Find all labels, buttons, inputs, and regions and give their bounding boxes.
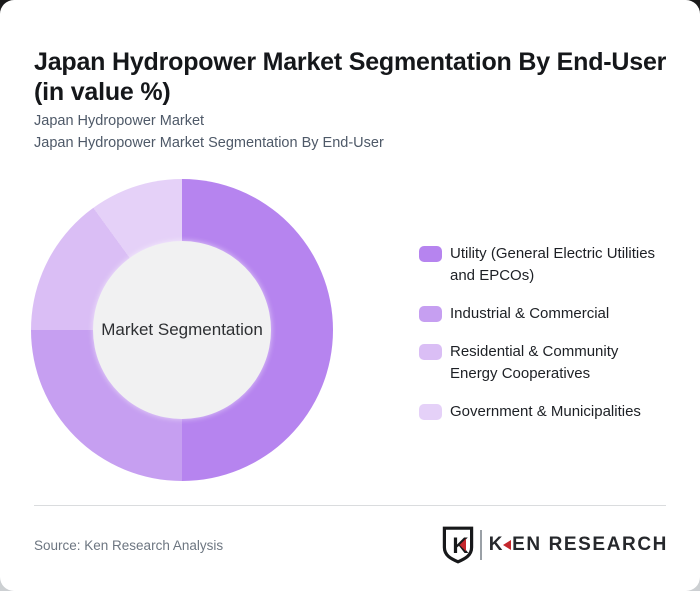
subtitle-line-2: Japan Hydropower Market Segmentation By …	[34, 135, 384, 151]
legend-swatch-industrial-commercial	[419, 306, 442, 322]
logo-divider-bar	[479, 530, 482, 560]
legend-label-residential-community: Residential & Community Energy Cooperati…	[450, 343, 619, 382]
subtitle-block: Japan Hydropower Market Japan Hydropower…	[34, 110, 654, 154]
legend-label-industrial-commercial: Industrial & Commercial	[450, 305, 610, 322]
source-text: Source: Ken Research Analysis	[34, 537, 224, 553]
footer-divider	[34, 505, 666, 506]
page-title: Japan Hydropower Market Segmentation By …	[34, 47, 667, 106]
legend-swatch-residential-community	[419, 344, 442, 360]
legend-item-industrial-commercial: Industrial & Commercial	[419, 303, 684, 325]
logo-red-triangle-icon	[503, 540, 512, 550]
chart-legend: Utility (General Electric Utilities and …	[419, 243, 684, 423]
legend-label-government-municipalities: Government & Municipalities	[450, 403, 641, 420]
ken-research-shield-icon: K	[442, 526, 473, 564]
logo-letter-k: K	[488, 534, 505, 555]
legend-item-utility: Utility (General Electric Utilities and …	[419, 243, 684, 287]
logo-text-rest: EN RESEARCH	[512, 534, 668, 555]
legend-swatch-government-municipalities	[419, 404, 442, 420]
legend-item-government-municipalities: Government & Municipalities	[419, 401, 684, 423]
footer: Source: Ken Research Analysis K K EN RESE…	[34, 520, 668, 570]
donut-chart: Market Segmentation	[31, 179, 333, 481]
ken-research-logo: K K EN RESEARCH	[442, 526, 668, 564]
legend-label-utility: Utility (General Electric Utilities and …	[450, 245, 656, 284]
subtitle-line-1: Japan Hydropower Market	[34, 113, 205, 129]
donut-hole: Market Segmentation	[93, 241, 271, 419]
legend-swatch-utility	[419, 246, 442, 262]
logo-wordmark: K EN RESEARCH	[489, 534, 668, 556]
donut-center-label: Market Segmentation	[101, 320, 263, 339]
legend-item-residential-community: Residential & Community Energy Cooperati…	[419, 341, 684, 385]
